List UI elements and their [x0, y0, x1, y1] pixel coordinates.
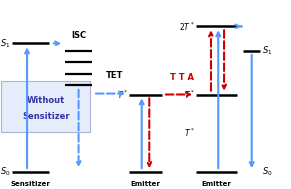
Text: $S_1$: $S_1$ [0, 37, 10, 50]
Text: Sensitizer: Sensitizer [22, 112, 70, 122]
Text: $T^*$: $T^*$ [117, 88, 128, 101]
Text: $S_1$: $S_1$ [262, 45, 272, 57]
Text: $T^*$: $T^*$ [184, 88, 195, 101]
Text: Emitter: Emitter [131, 181, 160, 187]
Text: Emitter: Emitter [202, 181, 232, 187]
FancyBboxPatch shape [1, 81, 90, 132]
Text: TET: TET [106, 71, 124, 80]
Text: ISC: ISC [71, 31, 86, 40]
Text: $S_0$: $S_0$ [262, 166, 273, 178]
Text: T T A: T T A [170, 73, 194, 82]
Text: $2T^*$: $2T^*$ [179, 20, 195, 33]
Text: $T^*$: $T^*$ [184, 127, 195, 139]
Text: Sensitizer: Sensitizer [10, 181, 51, 187]
Text: $S_0$: $S_0$ [0, 166, 10, 178]
Text: Without: Without [27, 96, 65, 105]
